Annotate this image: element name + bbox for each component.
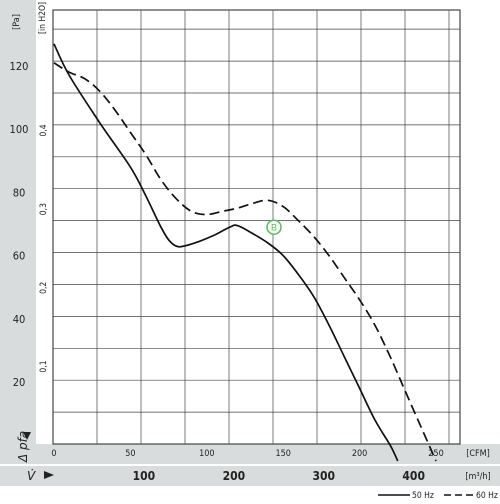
- cfm-tick-label: 250: [428, 449, 443, 459]
- pa-tick-label: 60: [13, 250, 26, 263]
- x-axis-label: V̇: [27, 469, 36, 483]
- cfm-tick-label: 200: [352, 449, 367, 459]
- pa-tick-labels: 20 40 60 80 100 120: [10, 60, 29, 389]
- plot-frame: [52, 9, 461, 445]
- y-arrow-icon: [23, 432, 31, 440]
- inh2o-tick-label: 0,2: [39, 282, 49, 294]
- curves: [53, 43, 437, 462]
- cfm-tick-labels: 0 50 100 150 200 250: [51, 449, 443, 459]
- pa-tick-label: 20: [13, 376, 26, 389]
- cfm-tick-label: 150: [275, 449, 290, 459]
- inh2o-tick-labels: 0,1 0,2 0,3 0,4: [39, 124, 49, 372]
- y-unit-right: [in H2O]: [38, 2, 48, 34]
- inh2o-tick-label: 0,3: [39, 203, 49, 215]
- cfm-tick-label: 0: [51, 449, 56, 459]
- pa-tick-label: 80: [13, 186, 26, 199]
- x-unit-bottom: [m³/h]: [465, 472, 490, 482]
- operating-point-label: B: [271, 223, 277, 233]
- cfm-tick-label: 100: [199, 449, 214, 459]
- m3h-tick-label: 300: [313, 469, 336, 483]
- m3h-tick-label: 400: [402, 469, 425, 483]
- pa-tick-label: 120: [10, 60, 29, 73]
- m3h-tick-label: 100: [133, 469, 156, 483]
- x-unit-top: [CFM]: [466, 449, 490, 459]
- m3h-tick-label: 200: [223, 469, 246, 483]
- pa-tick-label: 100: [10, 123, 29, 136]
- inh2o-tick-label: 0,4: [39, 124, 49, 136]
- legend-50hz-label: 50 Hz: [412, 491, 434, 501]
- y-unit-left: [Pa]: [12, 14, 22, 30]
- pa-tick-label: 40: [13, 313, 26, 326]
- grid-lines: [52, 9, 461, 445]
- series-line-50hz: [53, 43, 399, 462]
- left-axis-panel: [0, 0, 36, 444]
- cfm-tick-label: 50: [125, 449, 135, 459]
- y-axis-label-text: Δ pfa: [16, 431, 30, 463]
- series-line-60hz: [53, 62, 437, 462]
- inh2o-tick-label: 0,1: [39, 360, 49, 372]
- m3h-tick-labels: 100 200 300 400: [133, 469, 425, 483]
- legend-60hz-label: 60 Hz: [476, 491, 498, 501]
- x-arrow-icon: [44, 471, 54, 479]
- y-axis-label: Δ pfa: [16, 431, 31, 463]
- operating-point-circle: [266, 219, 282, 235]
- operating-point-marker: B: [266, 219, 282, 235]
- legend: 50 Hz 60 Hz: [378, 491, 498, 501]
